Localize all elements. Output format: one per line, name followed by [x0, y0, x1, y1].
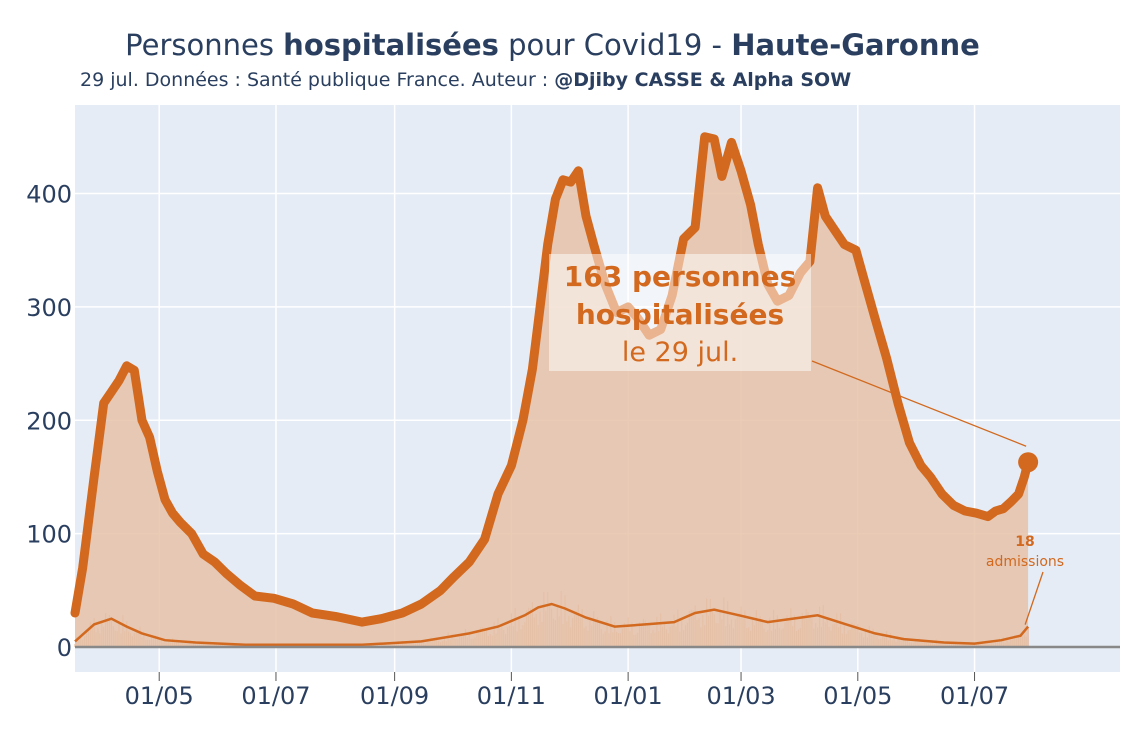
admissions-annotation: 18 admissions — [975, 532, 1075, 572]
x-tick-label-6: 01/05 — [823, 682, 892, 710]
y-axis: 0 100 200 300 400 — [26, 180, 72, 662]
x-tick-label-1: 01/07 — [241, 682, 310, 710]
title-part-2: hospitalisées — [283, 28, 499, 62]
last-value-marker — [1018, 452, 1039, 473]
annotation-arrow — [811, 360, 1027, 447]
subtitle-author: @Djiby CASSE & Alpha SOW — [554, 69, 852, 91]
y-tick-label-300: 300 — [26, 294, 72, 322]
subtitle-text: 29 jul. Données : Santé publique France.… — [80, 69, 555, 91]
x-tick-label-5: 01/03 — [706, 682, 775, 710]
annotation-box: 163 personnes hospitalisées le 29 jul. — [549, 254, 811, 371]
annotation-value: 163 personnes — [563, 260, 797, 293]
admissions-value: 18 — [1015, 534, 1035, 550]
y-tick-label-200: 200 — [26, 407, 72, 435]
annotation-date: le 29 jul. — [621, 337, 739, 368]
title-part-1: Personnes — [125, 28, 284, 62]
x-tick-label-2: 01/09 — [360, 682, 429, 710]
admissions-line — [74, 602, 1030, 647]
y-tick-label-100: 100 — [26, 521, 72, 549]
x-tick-label-3: 01/11 — [477, 682, 546, 710]
chart-subtitle: 29 jul. Données : Santé publique France.… — [80, 69, 851, 91]
x-axis: 01/05 01/07 01/09 01/11 01/01 01/03 01/05 01/07 — [125, 672, 1009, 710]
y-tick-label-400: 400 — [26, 180, 72, 208]
x-tick-label-0: 01/05 — [125, 682, 194, 710]
title-part-3: pour Covid19 - — [498, 28, 732, 62]
x-tick-label-4: 01/01 — [594, 682, 663, 710]
admissions-label: admissions — [985, 554, 1065, 570]
x-tick-label-7: 01/07 — [940, 682, 1009, 710]
chart-title: Personnes hospitalisées pour Covid19 - H… — [0, 28, 1115, 62]
title-part-4: Haute-Garonne — [731, 28, 980, 62]
annotation-label: hospitalisées — [575, 298, 785, 331]
hospitalised-area-fill — [75, 136, 1029, 648]
admissions-annotation-arrow — [1024, 571, 1044, 625]
y-tick-label-0: 0 — [57, 634, 72, 662]
